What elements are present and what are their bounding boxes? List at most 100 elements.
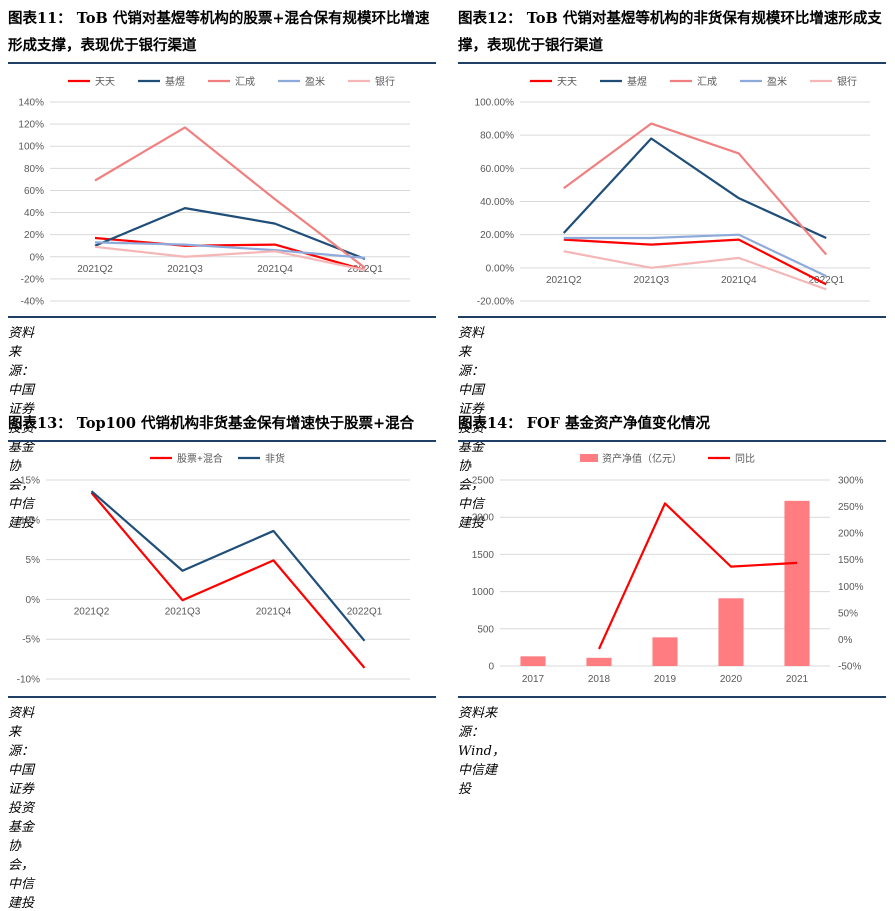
title-rule	[8, 440, 436, 442]
y-tick-label: 0%	[26, 595, 41, 606]
y-tick-label: -40%	[21, 297, 44, 308]
legend-label: 汇成	[697, 75, 717, 88]
series-line	[563, 233, 827, 278]
y-tick-label: 15%	[20, 476, 40, 487]
figure-title: 图表12： ToB 代销对基煜等机构的非货保有规模环比增速形成支撑，表现优于银行…	[458, 10, 882, 54]
figure-title: 图表13： Top100 代销机构非货基金保有增速快于股票+混合	[8, 415, 415, 432]
bar	[652, 637, 678, 666]
y-tick-label: -20.00%	[477, 297, 514, 308]
series-line	[90, 492, 366, 669]
bar	[586, 657, 612, 666]
chart-fig14: 2500 2000 1500 1000 500 0 300% 250% 200% 150% 100%…	[472, 452, 864, 685]
y-tick-label: 0%	[30, 252, 45, 263]
x-tick-label: 2021Q3	[165, 606, 201, 617]
y-tick-label: 140%	[18, 98, 44, 109]
source-note: 资料来源：中国证券投资基金协会，中信建投	[458, 326, 485, 531]
y-tick-label: 80.00%	[480, 131, 514, 142]
y2-tick-label: 300%	[838, 476, 864, 487]
x-tick-label: 2021Q2	[546, 275, 582, 286]
y2-tick-label: 150%	[838, 555, 864, 566]
legend-label: 基煜	[627, 75, 647, 88]
chart-fig13: 15% 10% 5% 0% -5% -10% 2021Q2 2021Q3 2021Q4 2022Q…	[17, 452, 410, 686]
y-tick-label: 60.00%	[480, 164, 514, 175]
figure-title: 图表11： ToB 代销对基煜等机构的股票+混合保有规模环比增速形成支撑，表现优…	[8, 10, 430, 54]
y-tick-label: 80%	[24, 164, 44, 175]
source-note: 资料来源：Wind，中信建投	[458, 706, 505, 797]
series-line	[563, 238, 827, 286]
y-tick-label: 2500	[472, 476, 495, 487]
chart-fig11: 140% 120% 100% 80% 60% 40% 20% 0% -20% -40% 2021Q2…	[18, 75, 410, 308]
legend-label: 股票+混合	[177, 452, 223, 465]
title-rule	[458, 62, 886, 64]
legend-label: 盈米	[305, 75, 325, 88]
series-line	[94, 126, 366, 269]
bar	[784, 500, 810, 666]
bar	[718, 598, 744, 666]
y-tick-label: 100.00%	[475, 98, 515, 109]
legend-label: 非货	[265, 452, 285, 465]
x-tick-label: 2021Q2	[74, 606, 110, 617]
series-line	[90, 490, 366, 642]
figure-title: 图表14： FOF 基金资产净值变化情况	[458, 415, 710, 432]
legend-label: 资产净值（亿元）	[602, 452, 682, 465]
title-rule	[8, 62, 436, 64]
y-tick-label: 40.00%	[480, 197, 514, 208]
y-tick-label: 0.00%	[486, 263, 514, 274]
y-tick-label: -10%	[17, 675, 40, 686]
bottom-rule	[458, 696, 886, 698]
legend-label: 汇成	[235, 75, 255, 88]
series-line	[562, 137, 827, 239]
y2-tick-label: -50%	[838, 662, 861, 673]
series-line	[94, 236, 366, 272]
x-tick-label: 2021Q2	[77, 264, 113, 275]
x-tick-label: 2021Q3	[633, 275, 669, 286]
legend-label: 基煜	[165, 75, 185, 88]
y-tick-label: 2000	[472, 513, 495, 524]
series-line	[94, 207, 366, 261]
x-tick-label: 2020	[720, 674, 743, 685]
legend-label: 天天	[557, 77, 577, 88]
x-tick-label: 2022Q1	[347, 606, 383, 617]
legend-label: 同比	[735, 453, 755, 465]
x-tick-label: 2021Q4	[721, 275, 757, 286]
y-tick-label: 1500	[472, 550, 495, 561]
y-tick-label: 100%	[18, 142, 44, 153]
legend-label: 天天	[95, 77, 115, 88]
legend-label: 银行	[837, 75, 857, 88]
legend-label: 银行	[375, 75, 395, 88]
bottom-rule	[458, 316, 886, 318]
y-tick-label: 40%	[24, 208, 44, 219]
y2-tick-label: 200%	[838, 529, 864, 540]
y2-tick-label: 50%	[838, 608, 858, 619]
y-tick-label: 5%	[26, 555, 41, 566]
y2-tick-label: 100%	[838, 582, 864, 593]
series-line	[597, 502, 798, 650]
source-note: 资料来源：中国证券投资基金协会，中信建投	[8, 326, 35, 531]
x-tick-label: 2019	[654, 674, 677, 685]
legend-swatch	[580, 454, 598, 462]
x-tick-label: 2022Q1	[808, 275, 844, 286]
title-rule	[458, 440, 886, 442]
x-tick-label: 2018	[588, 674, 611, 685]
x-tick-label: 2021Q4	[256, 606, 292, 617]
x-tick-label: 2021	[786, 674, 809, 685]
source-note: 资料来源：中国证券投资基金协会，中信建投	[8, 706, 35, 911]
y-tick-label: 1000	[472, 587, 495, 598]
chart-fig12: 100.00% 80.00% 60.00% 40.00% 20.00% 0.00% -20.…	[475, 75, 870, 308]
series-line	[94, 241, 366, 259]
y-tick-label: -20%	[21, 274, 44, 285]
y2-tick-label: 250%	[838, 502, 864, 513]
legend-label: 盈米	[767, 75, 787, 88]
series-line	[563, 250, 827, 291]
y-tick-label: 20.00%	[480, 230, 514, 241]
series-line	[94, 245, 366, 272]
y-tick-label: 500	[477, 624, 494, 635]
y-tick-label: 120%	[18, 120, 44, 131]
y-tick-label: 60%	[24, 186, 44, 197]
bar	[520, 656, 546, 666]
series-line	[563, 122, 828, 256]
x-tick-label: 2017	[522, 674, 545, 685]
y-tick-label: 0	[488, 662, 494, 673]
x-tick-label: 2021Q3	[167, 264, 203, 275]
y-tick-label: -5%	[22, 635, 40, 646]
